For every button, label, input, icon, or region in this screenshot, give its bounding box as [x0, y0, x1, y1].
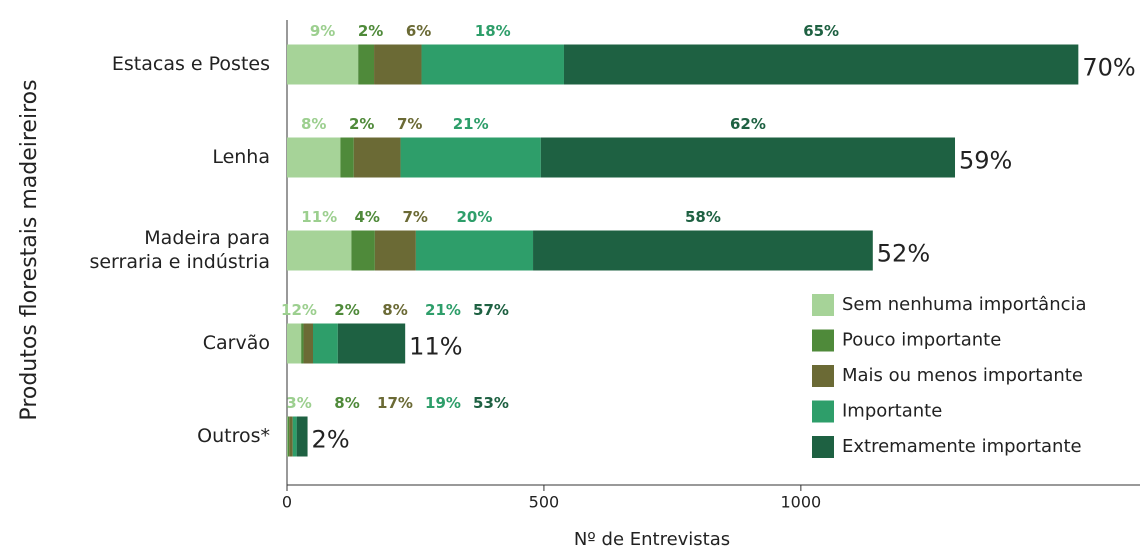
segment-label: 7%	[402, 208, 427, 226]
total-label: 11%	[409, 333, 462, 361]
x-axis-title: Nº de Entrevistas	[574, 529, 730, 550]
bar-segment	[563, 44, 1079, 85]
segment-label: 21%	[453, 115, 489, 133]
bar-segment	[296, 416, 308, 457]
bar-segment	[287, 416, 290, 457]
legend-swatch	[812, 329, 834, 352]
bar-segment	[337, 323, 406, 364]
legend-swatch	[812, 400, 834, 423]
legend-swatch	[812, 294, 834, 316]
bar-segment	[374, 230, 416, 271]
segment-label: 20%	[457, 208, 493, 226]
legend-label: Pouco importante	[842, 330, 1001, 351]
total-label: 70%	[1082, 54, 1135, 82]
segment-label: 2%	[334, 301, 359, 319]
x-tick-label: 1000	[780, 493, 821, 512]
legend-label: Importante	[842, 401, 942, 422]
total-label: 59%	[959, 147, 1012, 175]
segment-label: 19%	[425, 394, 461, 412]
bar-segment	[287, 230, 352, 271]
bar-segment	[292, 416, 297, 457]
segment-label: 62%	[730, 115, 766, 133]
category-label: Lenha	[212, 146, 270, 168]
category-label: Carvão	[203, 332, 270, 354]
category-label: Estacas e Postes	[112, 53, 270, 75]
segment-label: 11%	[301, 208, 337, 226]
segment-label: 17%	[377, 394, 413, 412]
x-tick-label: 0	[282, 493, 292, 512]
segment-label: 7%	[397, 115, 422, 133]
bar-segment	[358, 44, 375, 85]
bar-segment	[303, 323, 314, 364]
segment-label: 8%	[334, 394, 359, 412]
bar-segment	[351, 230, 375, 271]
segment-label: 12%	[281, 301, 317, 319]
legend-swatch	[812, 365, 834, 387]
segment-label: 53%	[473, 394, 509, 412]
bar-segment	[287, 416, 288, 457]
bar-segment	[400, 137, 541, 178]
total-label: 2%	[312, 426, 350, 454]
bar-segment	[287, 323, 302, 364]
bar-segment	[340, 137, 354, 178]
bar-segment	[374, 44, 422, 85]
legend-label: Sem nenhuma importância	[842, 294, 1087, 315]
bar-segment	[287, 137, 341, 178]
legend-swatch	[812, 436, 834, 458]
bar-segment	[533, 230, 873, 271]
segment-label: 9%	[310, 22, 335, 40]
category-label: serraria e indústria	[89, 251, 270, 273]
bar-segment	[313, 323, 338, 364]
segment-label: 4%	[354, 208, 379, 226]
bar-segment	[289, 416, 293, 457]
legend-label: Mais ou menos importante	[842, 365, 1083, 386]
y-axis-title: Produtos florestais madeireiros	[17, 79, 42, 420]
segment-label: 21%	[425, 301, 461, 319]
total-label: 52%	[877, 240, 930, 268]
bar-segment	[353, 137, 401, 178]
bar-segment	[301, 323, 304, 364]
bar-segment	[421, 44, 564, 85]
segment-label: 18%	[475, 22, 511, 40]
segment-label: 2%	[358, 22, 383, 40]
bar-segment	[540, 137, 956, 178]
segment-label: 58%	[685, 208, 721, 226]
category-label: Madeira para	[144, 227, 270, 249]
segment-label: 65%	[803, 22, 839, 40]
segment-label: 2%	[349, 115, 374, 133]
legend-label: Extremamente importante	[842, 436, 1082, 457]
x-tick-label: 500	[529, 493, 560, 512]
bar-segment	[415, 230, 534, 271]
segment-label: 8%	[382, 301, 407, 319]
segment-label: 3%	[286, 394, 311, 412]
segment-label: 57%	[473, 301, 509, 319]
category-label: Outros*	[197, 425, 270, 447]
bar-segment	[287, 44, 359, 85]
segment-label: 8%	[301, 115, 326, 133]
segment-label: 6%	[406, 22, 431, 40]
